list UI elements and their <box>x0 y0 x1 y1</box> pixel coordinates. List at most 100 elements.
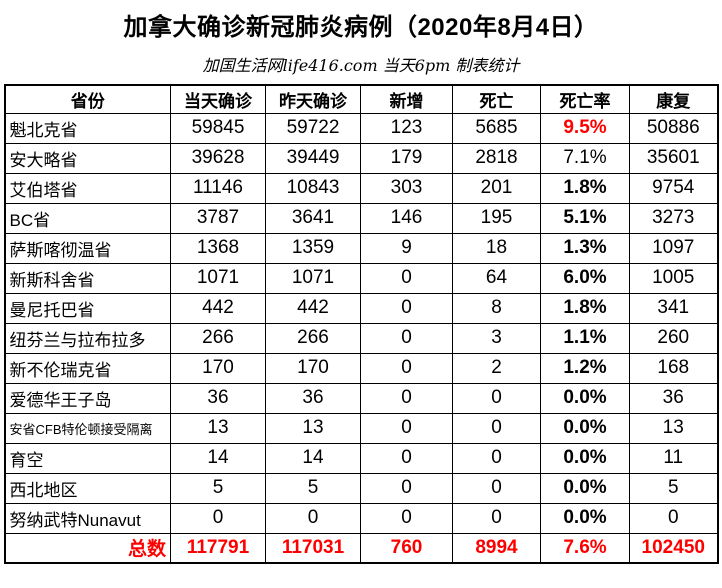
cell-recovered: 9754 <box>629 172 718 204</box>
cell-death-rate: 5.1% <box>540 202 630 234</box>
cell-new: 146 <box>360 202 453 234</box>
cell-yesterday: 14 <box>265 442 361 474</box>
cell-deaths: 2818 <box>452 142 541 174</box>
cell-deaths: 3 <box>452 322 541 354</box>
cell-deaths: 0 <box>452 472 541 504</box>
table-row: 努纳武特Nunavut 0 0 0 0 0.0% 0 <box>4 502 718 534</box>
total-label: 总数 <box>4 532 171 564</box>
page-subtitle: 加国生活网life416.com 当天6pm 制表统计 <box>202 56 520 75</box>
cell-death-rate: 1.8% <box>540 292 630 324</box>
total-row: 总数 117791 117031 760 8994 7.6% 102450 <box>4 532 718 564</box>
cell-province: 安省CFB特伦顿接受隔离 <box>4 412 171 444</box>
cell-new: 179 <box>360 142 453 174</box>
cell-death-rate: 1.1% <box>540 322 630 354</box>
cell-death-rate: 0.0% <box>540 442 630 474</box>
cell-death-rate: 1.2% <box>540 352 630 384</box>
cell-recovered: 260 <box>629 322 718 354</box>
header-cell-deaths: 死亡 <box>452 84 541 114</box>
cell-recovered: 1097 <box>629 232 718 264</box>
header-cell-today: 当天确诊 <box>170 84 266 114</box>
cell-today: 13 <box>170 412 266 444</box>
cell-province: 魁北克省 <box>4 112 171 144</box>
cell-province: 育空 <box>4 442 171 474</box>
table-row: 艾伯塔省 11146 10843 303 201 1.8% 9754 <box>4 172 718 204</box>
cell-recovered: 3273 <box>629 202 718 234</box>
cell-province: 西北地区 <box>4 472 171 504</box>
cell-recovered: 13 <box>629 412 718 444</box>
cell-recovered: 1005 <box>629 262 718 294</box>
cell-recovered: 0 <box>629 502 718 534</box>
cell-new: 0 <box>360 262 453 294</box>
cell-today: 1368 <box>170 232 266 264</box>
cell-recovered: 35601 <box>629 142 718 174</box>
cell-deaths: 0 <box>452 382 541 414</box>
cell-today: 0 <box>170 502 266 534</box>
page-title: 加拿大确诊新冠肺炎病例（2020年8月4日） <box>123 14 599 41</box>
cell-today: 39628 <box>170 142 266 174</box>
cell-province: 曼尼托巴省 <box>4 292 171 324</box>
cell-yesterday: 442 <box>265 292 361 324</box>
table-row: 曼尼托巴省 442 442 0 8 1.8% 341 <box>4 292 718 324</box>
cell-yesterday: 5 <box>265 472 361 504</box>
cell-new: 0 <box>360 412 453 444</box>
cell-new: 0 <box>360 322 453 354</box>
table-row: 育空 14 14 0 0 0.0% 11 <box>4 442 718 474</box>
cell-yesterday: 1359 <box>265 232 361 264</box>
cell-deaths: 8 <box>452 292 541 324</box>
cell-new: 0 <box>360 442 453 474</box>
cell-province: 安大略省 <box>4 142 171 174</box>
table-row: BC省 3787 3641 146 195 5.1% 3273 <box>4 202 718 234</box>
cell-recovered: 50886 <box>629 112 718 144</box>
cell-new: 0 <box>360 502 453 534</box>
cell-new: 0 <box>360 292 453 324</box>
cell-new: 0 <box>360 472 453 504</box>
cell-yesterday: 170 <box>265 352 361 384</box>
cell-today: 266 <box>170 322 266 354</box>
cell-today: 36 <box>170 382 266 414</box>
cell-new: 123 <box>360 112 453 144</box>
cell-death-rate: 1.8% <box>540 172 630 204</box>
table-row: 魁北克省 59845 59722 123 5685 9.5% 50886 <box>4 112 718 144</box>
cell-today: 170 <box>170 352 266 384</box>
cell-province: 新不伦瑞克省 <box>4 352 171 384</box>
table-header-row: 省份 当天确诊 昨天确诊 新增 死亡 死亡率 康复 <box>4 84 718 114</box>
cell-deaths: 0 <box>452 442 541 474</box>
cell-death-rate: 0.0% <box>540 502 630 534</box>
covid-table: 省份 当天确诊 昨天确诊 新增 死亡 死亡率 康复 魁北克省 59845 59722… <box>3 84 719 564</box>
cell-deaths: 5685 <box>452 112 541 144</box>
cell-yesterday: 3641 <box>265 202 361 234</box>
cell-province: 萨斯喀彻温省 <box>4 232 171 264</box>
total-yesterday: 117031 <box>265 532 361 564</box>
cell-deaths: 64 <box>452 262 541 294</box>
cell-death-rate: 7.1% <box>540 142 630 174</box>
cell-yesterday: 36 <box>265 382 361 414</box>
header-cell-new: 新增 <box>360 84 453 114</box>
cell-today: 3787 <box>170 202 266 234</box>
cell-recovered: 341 <box>629 292 718 324</box>
cell-new: 0 <box>360 352 453 384</box>
cell-today: 1071 <box>170 262 266 294</box>
cell-yesterday: 59722 <box>265 112 361 144</box>
cell-today: 442 <box>170 292 266 324</box>
cell-new: 303 <box>360 172 453 204</box>
cell-today: 11146 <box>170 172 266 204</box>
table-body: 魁北克省 59845 59722 123 5685 9.5% 50886 安大略省 39628 3… <box>4 112 718 534</box>
cell-yesterday: 10843 <box>265 172 361 204</box>
cell-recovered: 36 <box>629 382 718 414</box>
cell-recovered: 5 <box>629 472 718 504</box>
cell-recovered: 11 <box>629 442 718 474</box>
cell-death-rate: 6.0% <box>540 262 630 294</box>
header-cell-yesterday: 昨天确诊 <box>265 84 361 114</box>
cell-death-rate: 0.0% <box>540 412 630 444</box>
cell-deaths: 2 <box>452 352 541 384</box>
table-row: 西北地区 5 5 0 0 0.0% 5 <box>4 472 718 504</box>
table-row: 纽芬兰与拉布拉多 266 266 0 3 1.1% 260 <box>4 322 718 354</box>
cell-death-rate: 1.3% <box>540 232 630 264</box>
cell-deaths: 201 <box>452 172 541 204</box>
cell-province: 纽芬兰与拉布拉多 <box>4 322 171 354</box>
total-deaths: 8994 <box>452 532 541 564</box>
cell-yesterday: 39449 <box>265 142 361 174</box>
cell-province: BC省 <box>4 202 171 234</box>
cell-deaths: 0 <box>452 412 541 444</box>
cell-today: 59845 <box>170 112 266 144</box>
